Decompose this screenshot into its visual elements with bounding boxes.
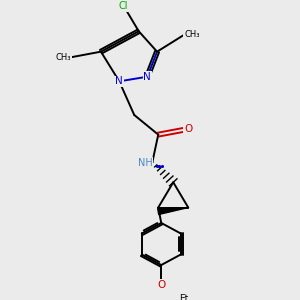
Text: CH₃: CH₃ <box>184 30 200 39</box>
Text: O: O <box>157 280 165 290</box>
Text: O: O <box>184 124 192 134</box>
Text: Et: Et <box>179 294 188 300</box>
Text: CH₃: CH₃ <box>56 53 71 62</box>
Text: N: N <box>116 76 123 86</box>
Polygon shape <box>158 208 188 214</box>
Text: Cl: Cl <box>119 1 128 11</box>
Text: NH: NH <box>137 158 152 168</box>
Text: N: N <box>143 72 151 82</box>
